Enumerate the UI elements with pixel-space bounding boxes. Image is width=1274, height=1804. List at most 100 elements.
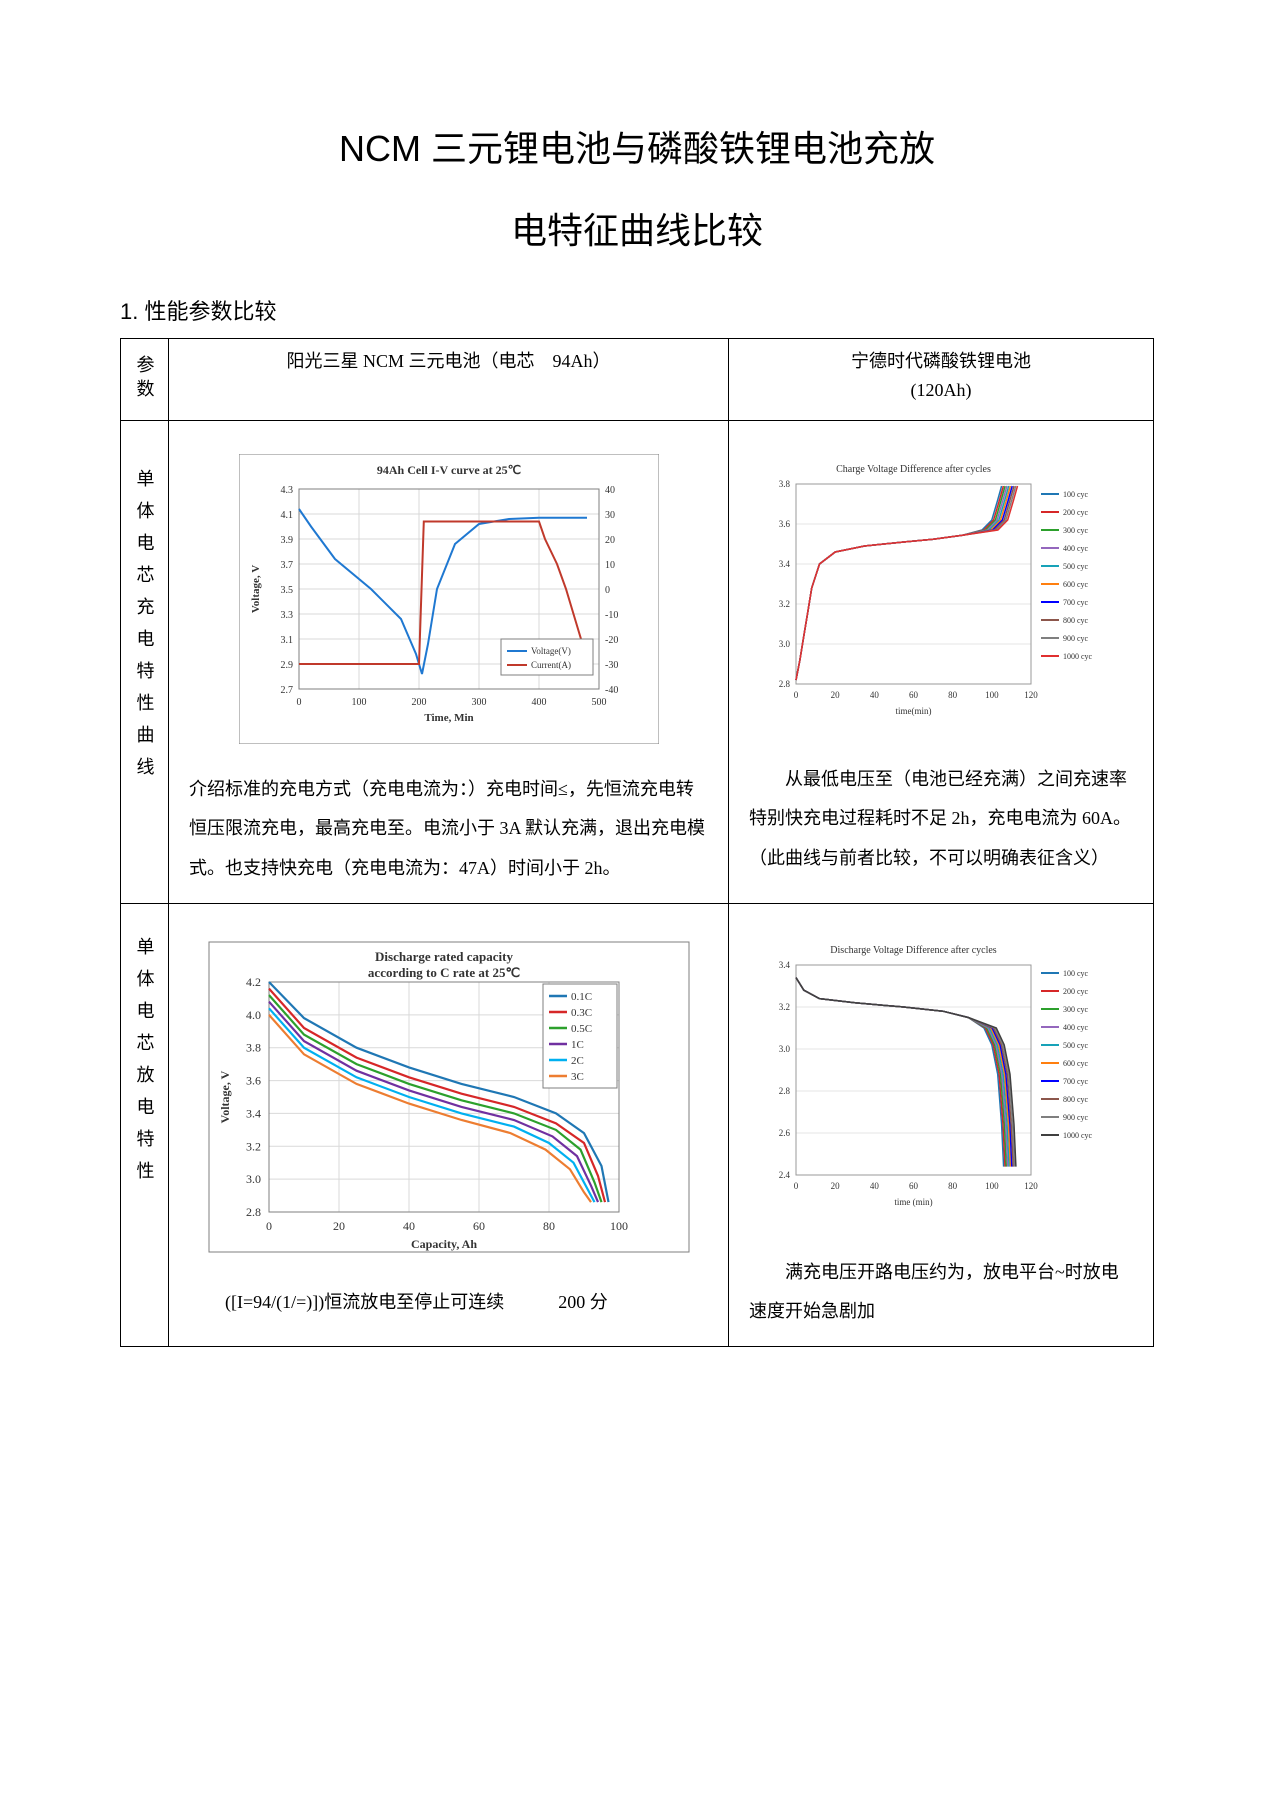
svg-text:20: 20: [831, 1181, 841, 1191]
section-1-heading: 1. 性能参数比较: [120, 294, 1154, 326]
svg-text:800 cyc: 800 cyc: [1063, 616, 1089, 625]
svg-text:40: 40: [403, 1219, 415, 1233]
svg-text:3.3: 3.3: [280, 610, 293, 621]
svg-text:80: 80: [948, 1181, 958, 1191]
svg-text:80: 80: [948, 690, 958, 700]
svg-text:120: 120: [1024, 1181, 1038, 1191]
row1-right-cell: Charge Voltage Difference after cycles 2.…: [729, 420, 1154, 903]
svg-text:Charge Voltage Difference afte: Charge Voltage Difference after cycles: [836, 464, 991, 475]
svg-text:4.0: 4.0: [246, 1007, 261, 1021]
svg-text:30: 30: [605, 510, 615, 521]
svg-text:2.8: 2.8: [779, 1086, 791, 1096]
svg-text:20: 20: [831, 690, 841, 700]
svg-text:-10: -10: [605, 610, 618, 621]
svg-text:2.8: 2.8: [246, 1205, 261, 1219]
svg-text:60: 60: [909, 690, 919, 700]
svg-text:Voltage, V: Voltage, V: [250, 565, 262, 613]
svg-text:500: 500: [591, 697, 606, 708]
svg-text:100: 100: [985, 690, 999, 700]
svg-text:-40: -40: [605, 685, 618, 696]
svg-text:0: 0: [794, 690, 799, 700]
svg-text:1000 cyc: 1000 cyc: [1063, 1131, 1093, 1140]
svg-text:3C: 3C: [571, 1071, 584, 1083]
svg-text:3.0: 3.0: [246, 1172, 261, 1186]
svg-text:200 cyc: 200 cyc: [1063, 508, 1089, 517]
svg-text:-20: -20: [605, 635, 618, 646]
svg-text:3.1: 3.1: [280, 635, 293, 646]
svg-text:0: 0: [266, 1219, 272, 1233]
svg-text:Time, Min: Time, Min: [424, 712, 473, 724]
svg-text:Capacity, Ah: Capacity, Ah: [410, 1237, 476, 1251]
table-header-left: 阳光三星 NCM 三元电池（电芯 94Ah）: [169, 339, 729, 421]
svg-text:300: 300: [471, 697, 486, 708]
svg-text:-30: -30: [605, 660, 618, 671]
svg-text:0: 0: [605, 585, 610, 596]
svg-text:500 cyc: 500 cyc: [1063, 562, 1089, 571]
row2-right-cell: Discharge Voltage Difference after cycle…: [729, 903, 1154, 1346]
svg-text:3.0: 3.0: [779, 639, 791, 649]
chart1-right: Charge Voltage Difference after cycles 2.…: [739, 454, 1143, 734]
svg-text:1C: 1C: [571, 1039, 584, 1051]
row2-label-cell: 单体电芯放电特性: [121, 903, 169, 1346]
svg-text:900 cyc: 900 cyc: [1063, 1113, 1089, 1122]
svg-text:100: 100: [610, 1219, 628, 1233]
svg-text:3.8: 3.8: [246, 1040, 261, 1054]
svg-text:60: 60: [909, 1181, 919, 1191]
svg-text:10: 10: [605, 560, 615, 571]
svg-text:3.0: 3.0: [779, 1044, 791, 1054]
svg-text:2.8: 2.8: [779, 679, 791, 689]
row1-left-desc: 介绍标准的充电方式（充电电流为：）充电时间≤，先恒流充电转恒压限流充电，最高充电…: [179, 764, 718, 895]
svg-text:4.3: 4.3: [280, 485, 293, 496]
svg-text:3.7: 3.7: [280, 560, 293, 571]
svg-text:200: 200: [411, 697, 426, 708]
chart2-left: Discharge rated capacityaccording to C r…: [179, 937, 718, 1257]
svg-text:3.8: 3.8: [779, 479, 791, 489]
svg-text:1000 cyc: 1000 cyc: [1063, 652, 1093, 661]
row2-left-desc: ([I=94/(1/=)])恒流放电至停止可连续 200 分: [179, 1277, 718, 1329]
svg-text:Voltage(V): Voltage(V): [531, 646, 571, 656]
svg-text:400 cyc: 400 cyc: [1063, 544, 1089, 553]
svg-text:40: 40: [870, 690, 880, 700]
svg-text:Voltage, V: Voltage, V: [218, 1070, 232, 1123]
svg-text:0.3C: 0.3C: [571, 1007, 592, 1019]
svg-text:3.4: 3.4: [779, 960, 791, 970]
svg-text:80: 80: [543, 1219, 555, 1233]
svg-text:2.6: 2.6: [779, 1128, 791, 1138]
svg-text:3.4: 3.4: [779, 559, 791, 569]
svg-text:time(min): time(min): [896, 706, 932, 716]
svg-text:3.2: 3.2: [779, 599, 790, 609]
svg-text:700 cyc: 700 cyc: [1063, 598, 1089, 607]
svg-text:900 cyc: 900 cyc: [1063, 634, 1089, 643]
svg-text:600 cyc: 600 cyc: [1063, 1059, 1089, 1068]
svg-text:2.9: 2.9: [280, 660, 293, 671]
svg-text:3.6: 3.6: [779, 519, 791, 529]
svg-text:according to C rate at 25℃: according to C rate at 25℃: [367, 965, 519, 980]
svg-text:3.4: 3.4: [246, 1106, 261, 1120]
svg-text:Discharge Voltage Difference a: Discharge Voltage Difference after cycle…: [830, 945, 997, 956]
row1-right-desc: 从最低电压至（电池已经充满）之间充速率特别快充电过程耗时不足 2h，充电电流为 …: [739, 754, 1143, 885]
comparison-table: 参数 阳光三星 NCM 三元电池（电芯 94Ah） 宁德时代磷酸铁锂电池 (12…: [120, 338, 1154, 1347]
table-header-right: 宁德时代磷酸铁锂电池 (120Ah): [729, 339, 1154, 421]
svg-text:time (min): time (min): [894, 1197, 932, 1207]
svg-text:700 cyc: 700 cyc: [1063, 1077, 1089, 1086]
svg-text:Current(A): Current(A): [531, 660, 571, 670]
svg-text:100 cyc: 100 cyc: [1063, 490, 1089, 499]
svg-text:2.7: 2.7: [280, 685, 293, 696]
svg-text:60: 60: [473, 1219, 485, 1233]
svg-text:40: 40: [605, 485, 615, 496]
svg-text:4.1: 4.1: [280, 510, 293, 521]
svg-text:20: 20: [605, 535, 615, 546]
svg-text:4.2: 4.2: [246, 975, 261, 989]
svg-text:0: 0: [794, 1181, 799, 1191]
svg-text:2C: 2C: [571, 1055, 584, 1067]
svg-text:300 cyc: 300 cyc: [1063, 526, 1089, 535]
row1-left-cell: 94Ah Cell I-V curve at 25℃2.7-402.9-303.…: [169, 420, 729, 903]
table-header-param: 参数: [121, 339, 169, 421]
svg-text:500 cyc: 500 cyc: [1063, 1041, 1089, 1050]
svg-text:100 cyc: 100 cyc: [1063, 969, 1089, 978]
svg-text:Discharge rated capacity: Discharge rated capacity: [375, 949, 513, 964]
row2-right-desc: 满充电压开路电压约为，放电平台~时放电速度开始急剧加: [739, 1247, 1143, 1338]
svg-text:20: 20: [333, 1219, 345, 1233]
svg-text:400: 400: [531, 697, 546, 708]
svg-text:0.1C: 0.1C: [571, 991, 592, 1003]
